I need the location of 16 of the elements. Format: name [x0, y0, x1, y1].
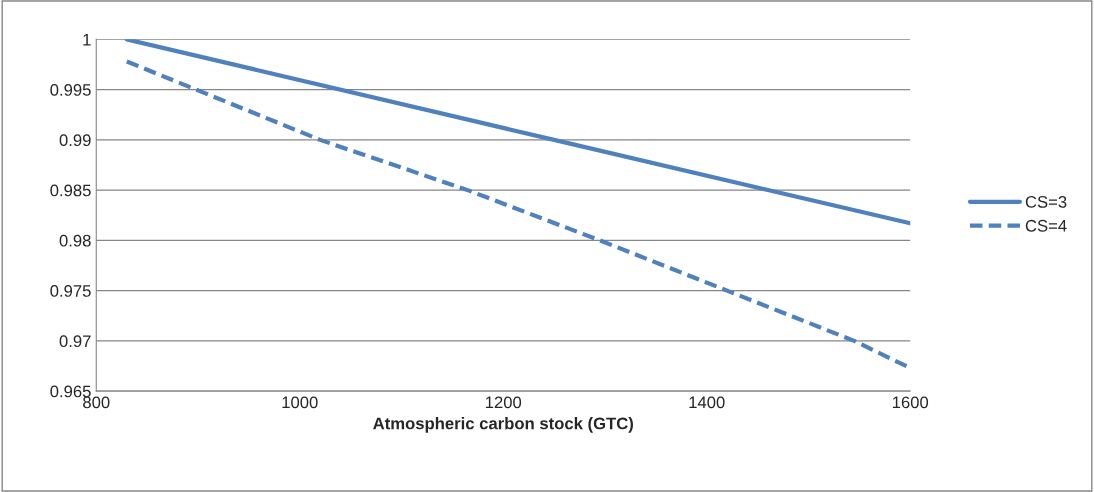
- x-tick-label: 1400: [689, 396, 725, 409]
- y-tick-label: 1: [83, 33, 91, 46]
- y-tick-label: 0.99: [59, 134, 91, 147]
- x-tick-label: 1000: [282, 396, 318, 409]
- y-tick-label: 0.985: [50, 184, 91, 197]
- x-axis-title: Atmospheric carbon stock (GTC): [373, 417, 633, 433]
- x-tick-label: 800: [83, 396, 110, 409]
- y-tick-label: 0.965: [50, 385, 91, 398]
- legend-label: CS=4: [1025, 219, 1067, 232]
- y-tick-label: 0.975: [50, 285, 91, 297]
- x-tick-label: 1600: [892, 396, 929, 409]
- x-tick-label: 1200: [485, 396, 522, 409]
- y-tick-label: 0.97: [59, 335, 91, 348]
- y-tick-label: 0.995: [50, 84, 91, 96]
- legend-label: CS=3: [1025, 195, 1067, 208]
- y-tick-label: 0.98: [59, 234, 91, 247]
